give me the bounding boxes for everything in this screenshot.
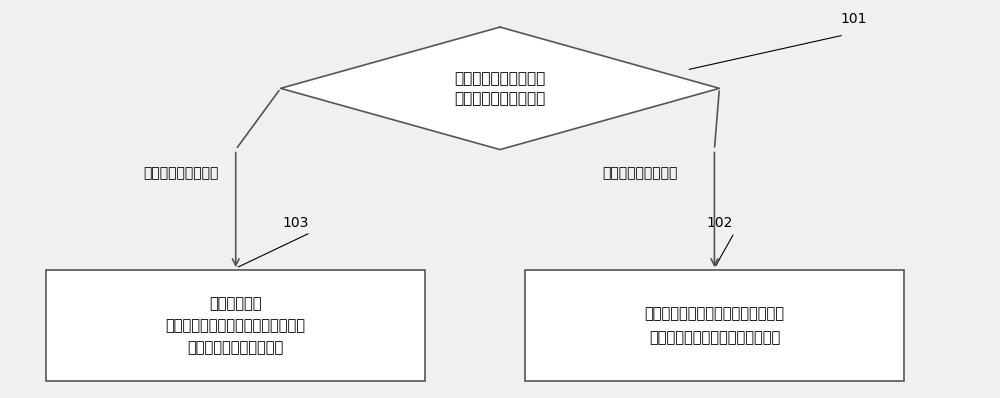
Text: 处于蓄电池供电模式: 处于蓄电池供电模式 — [143, 166, 219, 180]
FancyBboxPatch shape — [46, 270, 425, 381]
Text: 当前所选择的供电模式: 当前所选择的供电模式 — [454, 91, 546, 106]
FancyBboxPatch shape — [525, 270, 904, 381]
Text: 在无引起接触网供电闭合禁止的故障: 在无引起接触网供电闭合禁止的故障 — [644, 306, 784, 321]
Text: 在无引起动力: 在无引起动力 — [209, 296, 262, 311]
Text: 存在时，控制接触网供电环路导通: 存在时，控制接触网供电环路导通 — [649, 330, 780, 345]
Polygon shape — [281, 27, 719, 150]
Text: 根据机车状态判断机车: 根据机车状态判断机车 — [454, 71, 546, 86]
Text: 102: 102 — [706, 216, 733, 230]
Text: 103: 103 — [282, 216, 309, 230]
Text: 控制蓄电池供电环路导通: 控制蓄电池供电环路导通 — [188, 340, 284, 355]
Text: 101: 101 — [841, 12, 867, 26]
Text: 蓄电池供电闭合禁止的故障存在时，: 蓄电池供电闭合禁止的故障存在时， — [166, 318, 306, 333]
Text: 处于接触网供电模式: 处于接触网供电模式 — [602, 166, 677, 180]
